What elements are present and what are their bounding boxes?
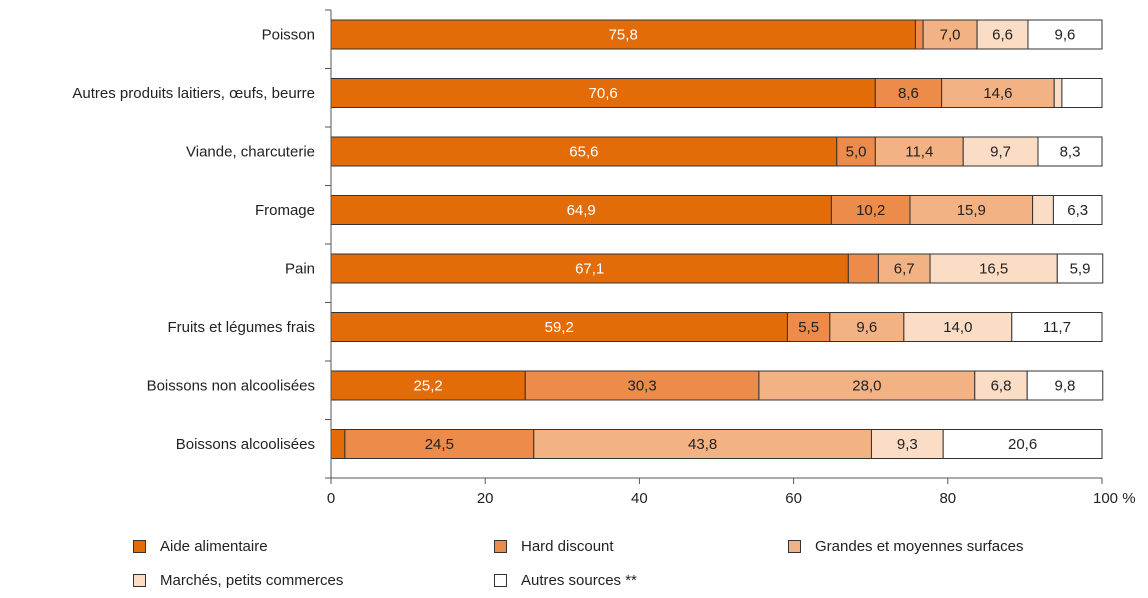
data-label: 8,6 (898, 85, 919, 102)
data-label: 14,0 (943, 319, 972, 336)
data-label: 24,5 (425, 436, 454, 453)
data-label: 7,0 (940, 27, 961, 44)
data-label: 43,8 (688, 436, 717, 453)
bar-segment (330, 312, 788, 342)
bar-segment (330, 429, 346, 459)
bar-segment (330, 195, 832, 225)
bar-segment (874, 136, 964, 167)
data-label: 6,6 (992, 27, 1013, 44)
data-label: 30,3 (627, 378, 656, 395)
bar-segment (330, 78, 876, 108)
data-label: 16,5 (979, 261, 1008, 278)
x-tick-label: 60 (785, 490, 802, 507)
category-label: Poisson (262, 27, 315, 44)
category-label: Boissons alcoolisées (176, 436, 315, 453)
data-label: 5,9 (1070, 261, 1091, 278)
data-label: 9,7 (990, 144, 1011, 161)
x-tick-label: 100 % (1093, 490, 1136, 507)
bar-segment (877, 253, 931, 284)
bar-segment (830, 195, 911, 225)
bar-segment (1056, 253, 1104, 284)
data-label: 10,2 (856, 202, 885, 219)
bar-segment (1032, 195, 1054, 225)
category-label: Fromage (255, 202, 315, 219)
data-label: 6,3 (1067, 202, 1088, 219)
bars-group: 75,8 7,0 6,6 9,6 70,6 8,6 14,6 65,6 5,0 11,4 9,7 8,… (330, 19, 1104, 459)
bar-segment (786, 312, 831, 342)
bar-segment (1061, 78, 1103, 108)
category-labels: Poisson Autres produits laitiers, œufs, b… (72, 27, 315, 454)
data-label: 14,6 (983, 85, 1012, 102)
data-label: 9,8 (1055, 378, 1076, 395)
bar-segment (758, 370, 976, 401)
bar-segment (836, 136, 876, 167)
bar-segment (974, 370, 1028, 401)
bar-segment (330, 19, 916, 50)
data-label: 25,2 (414, 378, 443, 395)
bar-segment (929, 253, 1058, 284)
bar-segment (1026, 370, 1104, 401)
bar-segment (874, 78, 943, 108)
data-label: 5,5 (798, 319, 819, 336)
x-tick-label: 0 (327, 490, 335, 507)
data-label: 11,4 (905, 144, 933, 161)
x-tick-label: 80 (939, 490, 956, 507)
data-label: 28,0 (852, 378, 881, 395)
data-label: 75,8 (609, 27, 638, 44)
data-label: 6,7 (894, 261, 915, 278)
bar-segment (1011, 312, 1103, 342)
x-axis: 0 20 40 60 80 100 % (325, 9, 1136, 507)
category-label: Pain (285, 261, 315, 278)
bar-segment (524, 370, 760, 401)
bar-segment (922, 19, 978, 50)
bar-segment (344, 429, 535, 459)
category-label: Fruits et légumes frais (167, 319, 315, 336)
bar-segment (1052, 195, 1103, 225)
category-label: Boissons non alcoolisées (147, 378, 315, 395)
data-label: 9,3 (897, 436, 918, 453)
data-label: 59,2 (545, 319, 574, 336)
bar-segment (942, 429, 1103, 459)
bar-segment (829, 312, 905, 342)
data-label: 15,9 (957, 202, 986, 219)
bar-segment (914, 19, 924, 50)
bar-segment (1037, 136, 1103, 167)
data-label: 65,6 (569, 144, 598, 161)
bar-segment (976, 19, 1029, 50)
bar-segment (1027, 19, 1103, 50)
data-label: 70,6 (589, 85, 618, 102)
data-label: 67,1 (575, 261, 604, 278)
x-tick-label: 40 (631, 490, 648, 507)
category-label: Viande, charcuterie (186, 144, 315, 161)
data-label: 6,8 (991, 378, 1012, 395)
category-label: Autres produits laitiers, œufs, beurre (72, 85, 315, 102)
data-label: 9,6 (1055, 27, 1076, 44)
bar-segment (1053, 78, 1063, 108)
data-label: 8,3 (1060, 144, 1081, 161)
data-label: 9,6 (856, 319, 877, 336)
data-label: 11,7 (1043, 319, 1071, 336)
bar-segment (941, 78, 1055, 108)
bar-segment (847, 253, 879, 284)
x-tick-label: 20 (477, 490, 494, 507)
data-label: 20,6 (1008, 436, 1037, 453)
data-label: 64,9 (567, 202, 596, 219)
data-label: 5,0 (846, 144, 867, 161)
